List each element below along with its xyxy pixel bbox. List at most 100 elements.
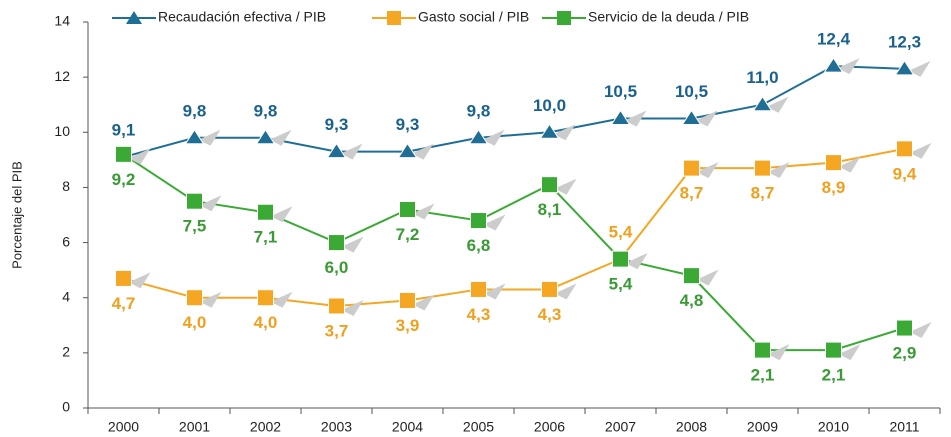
marker-shadow	[270, 291, 293, 308]
point-marker	[328, 297, 345, 315]
value-label: 10,5	[604, 82, 637, 101]
value-label: 9,4	[893, 164, 917, 183]
marker-shadow	[554, 178, 577, 195]
marker-shadow	[269, 129, 292, 146]
marker-shadow	[198, 129, 221, 146]
point-marker	[754, 341, 771, 359]
marker-shadow	[412, 294, 435, 311]
marker-shadow	[909, 142, 932, 159]
marker-shadow	[199, 291, 222, 308]
value-label: 9,8	[254, 101, 278, 120]
y-tick-label: 0	[62, 399, 70, 415]
value-label: 9,8	[183, 101, 207, 120]
marker-shadow	[909, 322, 932, 339]
y-tick-label: 8	[62, 178, 70, 194]
legend-marker	[126, 11, 142, 24]
y-tick-label: 4	[62, 288, 70, 304]
point-marker	[399, 291, 416, 309]
point-marker	[470, 212, 487, 230]
legend-label: Servicio de la deuda / PIB	[588, 9, 749, 25]
value-label: 9,2	[112, 170, 136, 189]
value-label: 2,9	[893, 344, 917, 363]
point-marker	[896, 140, 913, 158]
point-marker	[115, 145, 132, 163]
marker-shadow	[341, 299, 364, 316]
series-line	[122, 153, 905, 352]
point-marker	[326, 142, 347, 159]
legend-marker	[387, 11, 401, 25]
x-tick-label: 2011	[889, 419, 919, 435]
point-marker	[115, 269, 132, 287]
marker-shadow	[128, 148, 151, 165]
point-marker	[825, 341, 842, 359]
point-marker	[612, 250, 629, 268]
value-label: 4,7	[112, 294, 136, 313]
point-marker	[399, 200, 416, 218]
point-marker	[539, 123, 560, 139]
point-marker	[825, 154, 842, 172]
marker-shadow	[838, 344, 861, 361]
value-label: 8,9	[822, 178, 846, 197]
x-tick-label: 2010	[818, 419, 849, 435]
series-line	[123, 65, 905, 159]
point-marker	[823, 57, 844, 73]
marker-shadow	[695, 110, 718, 127]
marker-shadow	[767, 344, 790, 361]
marker-shadow	[199, 195, 222, 212]
marker-shadow	[908, 60, 931, 77]
marker-shadow	[341, 236, 364, 253]
series-line	[123, 147, 905, 307]
marker-shadow	[412, 203, 435, 220]
y-tick-label: 14	[54, 13, 70, 29]
marker-shadow	[554, 283, 577, 300]
point-marker	[681, 109, 702, 125]
point-marker	[541, 280, 558, 298]
marker-shadow	[340, 143, 363, 160]
point-marker	[257, 203, 274, 221]
point-marker	[683, 159, 700, 177]
value-label: 5,4	[609, 223, 633, 242]
y-tick-label: 10	[54, 123, 70, 139]
point-marker	[683, 267, 700, 285]
value-label: 4,8	[680, 291, 704, 310]
legend-label: Recaudación efectiva / PIB	[158, 9, 326, 25]
y-tick-label: 12	[54, 68, 70, 84]
y-tick-label: 2	[62, 344, 70, 360]
value-label: 8,7	[751, 184, 775, 203]
marker-shadow	[625, 253, 648, 270]
value-label: 11,0	[746, 68, 778, 87]
point-marker	[470, 280, 487, 298]
value-label: 6,0	[325, 258, 349, 277]
y-tick-label: 6	[62, 233, 70, 249]
value-label: 8,7	[680, 184, 704, 203]
marker-shadow	[696, 162, 719, 179]
value-label: 3,9	[396, 316, 420, 335]
value-label: 4,3	[467, 305, 491, 324]
marker-shadow	[411, 143, 434, 160]
marker-shadow	[624, 110, 647, 127]
point-marker	[896, 319, 913, 337]
value-label: 8,1	[538, 200, 562, 219]
marker-shadow	[553, 124, 576, 141]
x-tick-label: 2001	[179, 419, 210, 435]
point-marker	[610, 109, 631, 125]
value-label: 12,4	[817, 30, 851, 49]
point-marker	[754, 159, 771, 177]
point-marker	[186, 289, 203, 307]
value-label: 9,1	[112, 121, 136, 140]
value-label: 2,1	[751, 366, 775, 385]
x-tick-label: 2008	[676, 419, 707, 435]
marker-shadow	[767, 162, 790, 179]
value-label: 9,3	[325, 115, 349, 134]
marker-shadow	[766, 96, 789, 113]
point-marker	[468, 128, 489, 145]
value-label: 4,3	[538, 305, 562, 324]
value-label: 10,0	[533, 96, 566, 115]
value-label: 12,3	[888, 32, 921, 51]
legend-label: Gasto social / PIB	[418, 9, 529, 25]
marker-shadow	[483, 214, 506, 231]
marker-shadow	[696, 269, 719, 286]
x-tick-label: 2004	[392, 419, 423, 435]
x-tick-label: 2002	[250, 419, 281, 435]
